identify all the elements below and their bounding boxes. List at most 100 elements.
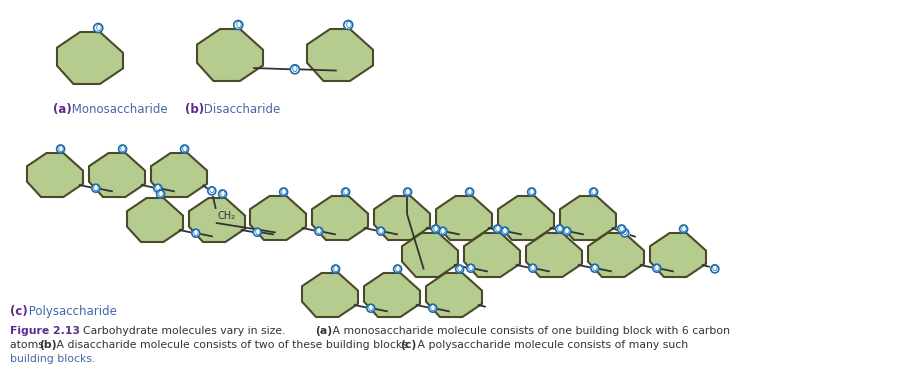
Text: O: O	[280, 187, 287, 196]
Polygon shape	[374, 196, 430, 240]
Circle shape	[439, 227, 446, 235]
Circle shape	[344, 21, 352, 30]
Polygon shape	[250, 196, 306, 240]
Text: A disaccharide molecule consists of two of these building blocks.: A disaccharide molecule consists of two …	[53, 340, 415, 350]
Text: O: O	[255, 228, 260, 237]
Text: A polysaccharide molecule consists of many such: A polysaccharide molecule consists of ma…	[414, 340, 688, 350]
Text: O: O	[557, 224, 562, 233]
Polygon shape	[402, 233, 458, 277]
Text: O: O	[654, 264, 660, 273]
Text: building blocks.: building blocks.	[10, 354, 95, 364]
Polygon shape	[57, 32, 123, 84]
Text: O: O	[209, 186, 215, 195]
Circle shape	[92, 184, 100, 192]
Text: O: O	[368, 304, 373, 313]
Polygon shape	[526, 233, 582, 277]
Circle shape	[208, 187, 215, 195]
Text: O: O	[591, 187, 596, 196]
Circle shape	[679, 225, 687, 233]
Polygon shape	[89, 153, 145, 197]
Circle shape	[404, 188, 412, 196]
Text: Disaccharide: Disaccharide	[200, 103, 280, 116]
Circle shape	[466, 188, 474, 196]
Text: O: O	[430, 304, 436, 313]
Text: O: O	[530, 264, 536, 273]
Circle shape	[153, 184, 162, 192]
Circle shape	[157, 190, 164, 198]
Text: (c): (c)	[10, 305, 27, 318]
Circle shape	[341, 188, 350, 196]
Polygon shape	[426, 273, 482, 317]
Circle shape	[429, 304, 436, 312]
Text: (a): (a)	[315, 326, 332, 336]
Circle shape	[494, 225, 501, 233]
Circle shape	[181, 145, 189, 153]
Text: Figure 2.13: Figure 2.13	[10, 326, 80, 336]
Text: O: O	[58, 144, 64, 154]
Text: O: O	[345, 21, 352, 30]
Circle shape	[377, 227, 384, 235]
Circle shape	[556, 225, 563, 233]
Polygon shape	[197, 29, 263, 81]
Circle shape	[467, 264, 475, 272]
Text: O: O	[467, 264, 474, 273]
Text: Carbohydrate molecules vary in size.: Carbohydrate molecules vary in size.	[76, 326, 289, 336]
Circle shape	[621, 229, 629, 237]
Text: O: O	[292, 65, 298, 74]
Text: O: O	[404, 187, 411, 196]
Circle shape	[528, 188, 536, 196]
Text: O: O	[316, 227, 321, 236]
Circle shape	[253, 228, 261, 236]
Circle shape	[315, 227, 323, 235]
Text: (c): (c)	[400, 340, 416, 350]
Circle shape	[57, 145, 65, 153]
Polygon shape	[464, 233, 520, 277]
Circle shape	[456, 265, 464, 273]
Text: O: O	[433, 224, 438, 233]
Circle shape	[562, 227, 571, 235]
Text: O: O	[394, 265, 401, 273]
Text: A monosaccharide molecule consists of one building block with 6 carbon: A monosaccharide molecule consists of on…	[329, 326, 730, 336]
Text: (a): (a)	[53, 103, 72, 116]
Text: O: O	[456, 265, 463, 273]
Polygon shape	[302, 273, 358, 317]
Text: CH₂: CH₂	[218, 211, 236, 221]
Text: O: O	[220, 189, 226, 198]
Polygon shape	[151, 153, 207, 197]
Circle shape	[192, 229, 200, 237]
Text: O: O	[622, 228, 628, 237]
Text: O: O	[564, 227, 570, 236]
Text: O: O	[236, 21, 241, 30]
Circle shape	[501, 227, 509, 235]
Text: O: O	[120, 144, 125, 154]
Text: O: O	[193, 229, 199, 238]
Circle shape	[653, 264, 661, 272]
Circle shape	[94, 23, 103, 33]
Text: O: O	[93, 184, 99, 193]
Circle shape	[590, 188, 598, 196]
Text: O: O	[502, 227, 508, 236]
Text: O: O	[332, 265, 339, 273]
Text: O: O	[155, 184, 161, 193]
Text: O: O	[342, 187, 349, 196]
Polygon shape	[189, 198, 245, 242]
Polygon shape	[560, 196, 616, 240]
Polygon shape	[498, 196, 554, 240]
Text: O: O	[681, 224, 687, 233]
Polygon shape	[27, 153, 83, 197]
Polygon shape	[436, 196, 492, 240]
Text: O: O	[440, 227, 446, 236]
Circle shape	[529, 264, 537, 272]
Circle shape	[279, 188, 288, 196]
Text: O: O	[378, 227, 383, 236]
Polygon shape	[307, 29, 373, 81]
Text: O: O	[158, 189, 163, 198]
Polygon shape	[312, 196, 368, 240]
Circle shape	[711, 265, 719, 273]
Polygon shape	[127, 198, 183, 242]
Text: (b): (b)	[39, 340, 57, 350]
Text: O: O	[495, 224, 500, 233]
Circle shape	[591, 264, 599, 272]
Circle shape	[394, 265, 402, 273]
Circle shape	[367, 304, 375, 312]
